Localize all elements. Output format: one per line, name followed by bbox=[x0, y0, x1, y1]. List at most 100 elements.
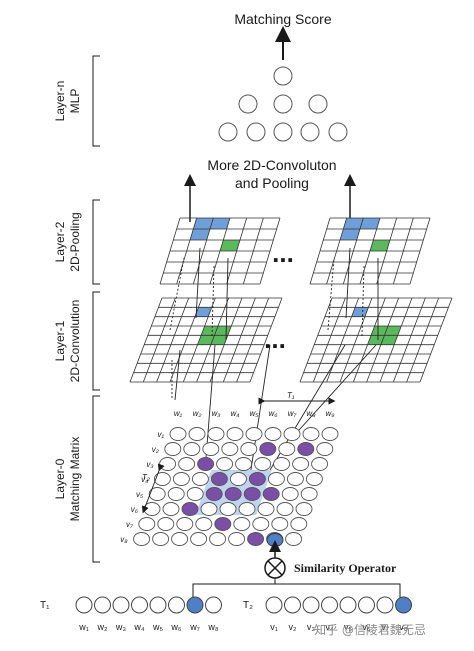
matrix-cell bbox=[302, 427, 320, 441]
matrix-cell bbox=[169, 427, 187, 441]
matrix-cell bbox=[205, 487, 223, 501]
matrix-cell bbox=[259, 442, 277, 456]
matrix-cell bbox=[283, 427, 301, 441]
grid-cell bbox=[384, 326, 402, 336]
matrix-cell bbox=[159, 457, 177, 471]
matrix-cell bbox=[221, 442, 239, 456]
matrix-cell bbox=[153, 472, 171, 486]
matrix-cell bbox=[278, 442, 296, 456]
matrix-cell bbox=[240, 442, 258, 456]
grid-cell bbox=[193, 218, 214, 229]
layer-bracket bbox=[92, 291, 100, 391]
mlp-neuron bbox=[218, 122, 238, 142]
token-label: w₇ bbox=[189, 622, 200, 632]
token-label: w₆ bbox=[170, 622, 181, 632]
mlp-neuron bbox=[273, 122, 293, 142]
mid-caption-line-1: More 2D-Convoluton bbox=[207, 157, 336, 173]
token-label: v₃ bbox=[307, 622, 316, 632]
matrix-cell bbox=[243, 487, 261, 501]
matrix-cell bbox=[226, 427, 244, 441]
token-label: w₁ bbox=[78, 622, 89, 632]
matrix-cell bbox=[152, 532, 170, 546]
layer-sublabel: Matching Matrix bbox=[68, 437, 82, 522]
matrix-cell bbox=[290, 517, 308, 531]
matrix-cell bbox=[191, 472, 209, 486]
grid-cell bbox=[343, 218, 364, 229]
t2-axis-label: T₂ bbox=[142, 473, 150, 482]
matrix-row-label: v₈ bbox=[120, 535, 128, 544]
matrix-cell bbox=[233, 517, 251, 531]
grid-cell bbox=[190, 229, 210, 240]
matrix-cell bbox=[247, 532, 265, 546]
layer-bracket bbox=[92, 55, 100, 147]
grid bbox=[159, 217, 281, 285]
layer-brackets: Layer-n MLP Layer-2 2D-Pooling Layer-1 2D-Con… bbox=[53, 55, 100, 563]
matrix-row-label: v₃ bbox=[146, 460, 153, 469]
similarity-output-cell bbox=[266, 533, 284, 547]
matrix-cell bbox=[300, 487, 318, 501]
matrix-row-label: v₇ bbox=[126, 520, 134, 529]
mlp-neuron bbox=[328, 122, 348, 142]
matrix-cell bbox=[257, 502, 275, 516]
token-label: v₅ bbox=[344, 622, 353, 632]
matrix-cell bbox=[138, 517, 156, 531]
token-sequences: T₁ w₁ w₂ w₃ w₄ w₅ w₆ w₇ w₈ T₂ v₁ v₂ v₃ v₄ v₅ v₆ v₇ v₈ bbox=[40, 596, 412, 632]
matrix-cell bbox=[197, 457, 215, 471]
grid bbox=[299, 297, 453, 383]
token-node bbox=[302, 596, 320, 614]
layer-label: Layer-n bbox=[53, 81, 67, 122]
matrix-cell bbox=[157, 517, 175, 531]
similarity-operator-label: Similarity Operator bbox=[294, 561, 397, 575]
mid-caption-line-2: and Pooling bbox=[235, 175, 309, 191]
token-node bbox=[376, 596, 394, 614]
sequence-label: T₂ bbox=[243, 600, 253, 611]
token-label: w₅ bbox=[152, 622, 163, 632]
grid bbox=[309, 217, 431, 285]
token-node bbox=[339, 596, 357, 614]
connector-line bbox=[169, 257, 185, 331]
matrix-cell bbox=[164, 442, 182, 456]
matrix-cell bbox=[167, 487, 185, 501]
matrix-cell bbox=[171, 532, 189, 546]
layer-sublabel: 2D-Pooling bbox=[68, 212, 82, 271]
grid-cell bbox=[380, 335, 398, 345]
matrix-cell bbox=[224, 487, 242, 501]
layer-sublabel: 2D-Convolution bbox=[68, 300, 82, 383]
matrix-cell bbox=[202, 442, 220, 456]
matrix-cell bbox=[316, 442, 334, 456]
matrix-col-label: w₃ bbox=[212, 409, 221, 418]
token-node bbox=[395, 596, 412, 614]
matrix-cell bbox=[181, 502, 199, 516]
mlp-neuron bbox=[273, 66, 293, 86]
matrix-cell bbox=[273, 457, 291, 471]
grid-cell bbox=[351, 307, 369, 317]
matrix-cell bbox=[207, 427, 225, 441]
token-label: w₂ bbox=[97, 622, 108, 632]
conv-ellipsis: ... bbox=[264, 324, 286, 354]
token-label: w₃ bbox=[115, 622, 126, 632]
token-node bbox=[94, 596, 111, 614]
matrix-cell bbox=[190, 532, 208, 546]
matrix-cell bbox=[271, 517, 289, 531]
grid-cell bbox=[360, 218, 380, 229]
matrix-cell bbox=[195, 517, 213, 531]
t2-axis-arrow bbox=[141, 463, 165, 514]
matrix-cell bbox=[285, 532, 303, 546]
matrix-col-label: w₂ bbox=[193, 409, 202, 418]
mlp-neurons bbox=[218, 66, 348, 142]
mlp-neuron bbox=[273, 94, 293, 114]
connector-line bbox=[345, 247, 351, 319]
matrix-cell bbox=[228, 532, 246, 546]
layer-label: Layer-1 bbox=[53, 320, 67, 361]
matrix-cell bbox=[176, 517, 194, 531]
matrix-cell bbox=[229, 472, 247, 486]
token-label: v₄ bbox=[325, 622, 334, 632]
matrix-cell bbox=[162, 502, 180, 516]
grid-cell bbox=[201, 326, 218, 336]
matrix-row-label: v₅ bbox=[136, 490, 144, 499]
matrix-cell bbox=[276, 502, 294, 516]
layer-bracket bbox=[92, 199, 100, 285]
token-label: w₄ bbox=[133, 622, 144, 632]
